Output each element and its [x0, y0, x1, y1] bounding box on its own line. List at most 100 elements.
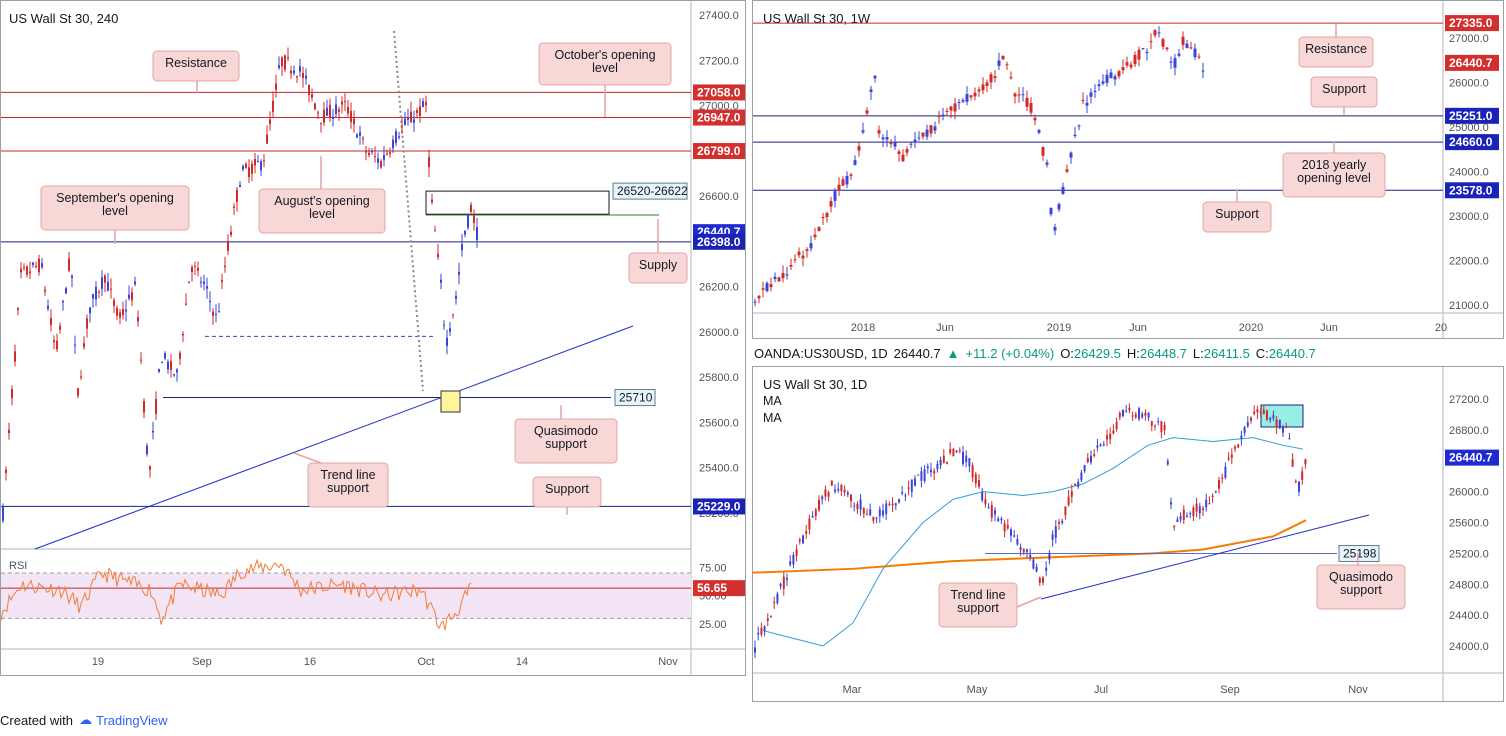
x-tick-label: Jul: [1094, 684, 1108, 696]
level-25198-bg: [1338, 545, 1380, 563]
x-tick-label: Jun: [1320, 322, 1338, 334]
candle-body: [949, 449, 952, 453]
candle-body: [866, 514, 868, 516]
candle-body: [1234, 446, 1236, 449]
h4-title: US Wall St 30, 240: [9, 11, 118, 26]
candle-body: [1109, 433, 1112, 440]
candle-body: [1077, 125, 1081, 127]
candle-body: [449, 328, 451, 332]
candle-body: [1096, 445, 1099, 448]
candle-body: [200, 281, 202, 283]
candle-body: [965, 455, 968, 463]
price-tag: 25229.0: [697, 499, 741, 513]
candle-body: [221, 280, 223, 282]
y-tick-label: 26600.0: [699, 191, 739, 203]
candle-body: [1161, 39, 1165, 47]
candle-body: [170, 360, 172, 370]
symbol-label: OANDA:US30USD, 1D: [754, 345, 888, 361]
daily-chart-panel[interactable]: US Wall St 30, 1D MA MA 27200.0 26800.0 26…: [752, 366, 1504, 702]
candle-body: [1214, 491, 1217, 493]
price-tag-bg: [1445, 134, 1499, 151]
candle-body: [987, 507, 990, 509]
candle-body: [227, 241, 229, 251]
candle-body: [86, 318, 88, 329]
candle-body: [143, 401, 145, 413]
candle-body: [1138, 408, 1140, 420]
candle-body: [821, 216, 825, 219]
candle-body: [1041, 146, 1045, 156]
x-tick-label: May: [967, 684, 988, 696]
candle-body: [1042, 577, 1044, 583]
candle-body: [215, 313, 217, 315]
candle-body: [1122, 409, 1124, 416]
level-25198-label: 25198: [1343, 547, 1377, 561]
candle-body: [801, 255, 805, 259]
candle-body: [173, 374, 175, 376]
daily-chart[interactable]: US Wall St 30, 1D MA MA 27200.0 26800.0 26…: [753, 367, 1503, 701]
candle-body: [1262, 409, 1265, 414]
candle-body: [761, 288, 765, 290]
candle-body: [834, 489, 836, 492]
candle-body: [1150, 421, 1153, 427]
candle-body: [260, 161, 262, 171]
candle-body: [990, 504, 993, 518]
candle-body: [389, 152, 391, 154]
candle-body: [185, 303, 187, 305]
september-open-callout: September's opening level: [56, 191, 174, 218]
candle-body: [1053, 227, 1057, 231]
x-tick-label: 19: [92, 656, 104, 668]
price-tag: 27058.0: [697, 85, 741, 99]
candle-body: [1179, 516, 1182, 520]
daily-quasimodo-callout: Quasimodo support: [1329, 570, 1393, 597]
candle-body: [893, 141, 897, 147]
candle-body: [766, 618, 769, 621]
candle-body: [923, 469, 926, 481]
candle-body: [936, 463, 939, 470]
candle-body: [1080, 472, 1083, 481]
candle-body: [293, 70, 295, 74]
candle-body: [1118, 413, 1121, 418]
candle-body: [473, 215, 475, 223]
tradingview-link[interactable]: TradingView: [95, 712, 168, 728]
candle-body: [1192, 507, 1195, 517]
h4-chart-panel[interactable]: US Wall St 30, 240 27400.0 27200.0 27000.0…: [0, 0, 746, 676]
tradingview-logo-icon: ☁: [78, 712, 92, 727]
candle-body: [275, 83, 277, 90]
candle-body: [206, 286, 208, 289]
x-tick-label: 16: [304, 656, 316, 668]
candle-body: [248, 167, 250, 178]
candle-body: [1045, 162, 1049, 165]
candle-body: [53, 340, 55, 343]
candle-body: [808, 518, 811, 530]
h4-chart[interactable]: US Wall St 30, 240 27400.027200.027000.0…: [1, 1, 745, 675]
candle-body: [11, 389, 13, 399]
weekly-chart[interactable]: US Wall St 30, 1W 27000.026000.025000.02…: [753, 1, 1503, 338]
candle-body: [1195, 503, 1198, 512]
candle-body: [1058, 522, 1060, 524]
weekly-resistance-callout: Resistance: [1305, 42, 1367, 56]
weekly-support-bottom-callout: Support: [1215, 207, 1259, 221]
candle-body: [335, 104, 337, 115]
candle-body: [840, 484, 843, 492]
candle-body: [1198, 506, 1201, 514]
candle-body: [191, 266, 193, 273]
candle-body: [47, 305, 49, 309]
candle-body: [1185, 43, 1189, 49]
candle-body: [920, 471, 923, 481]
weekly-chart-panel[interactable]: US Wall St 30, 1W 27000.0 26000.0 25000.0 2…: [752, 0, 1504, 339]
candle-body: [792, 555, 795, 565]
candle-body: [914, 478, 916, 486]
candle-body: [5, 469, 7, 473]
y-tick-label: 21000.0: [1449, 300, 1489, 312]
candle-body: [452, 314, 454, 316]
candle-body: [1227, 458, 1230, 460]
candle-body: [1045, 567, 1048, 571]
candle-body: [1246, 422, 1249, 427]
candle-body: [440, 279, 442, 283]
price-tag: 26440.7: [1449, 451, 1493, 465]
candle-body: [1005, 64, 1009, 66]
candle-body: [1090, 455, 1092, 463]
candle-body: [317, 112, 319, 114]
price-tag-bg: [693, 109, 745, 126]
candle-body: [1121, 67, 1125, 71]
